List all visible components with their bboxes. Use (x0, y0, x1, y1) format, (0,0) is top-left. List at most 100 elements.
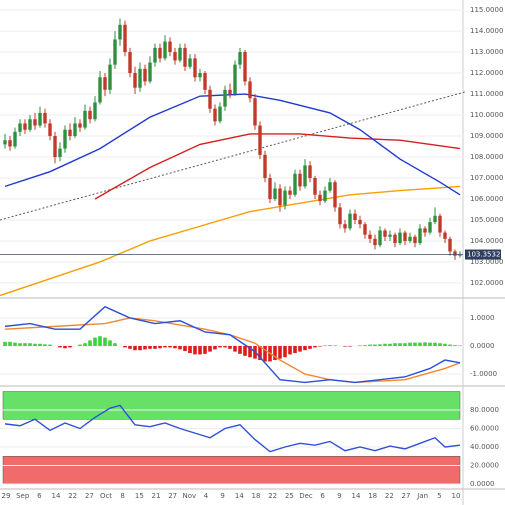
histogram-bar (443, 343, 447, 347)
histogram-bar (183, 346, 187, 352)
x-tick-label: 22 (68, 492, 77, 500)
histogram-bar (413, 342, 417, 347)
candle-body (383, 230, 387, 237)
moving-average (0, 91, 466, 221)
candle-body (163, 41, 167, 59)
candle-body (33, 119, 37, 126)
y-tick-label: 104.0000 (470, 237, 503, 245)
moving-average (4, 93, 461, 196)
x-tick-label: 27 (85, 492, 94, 500)
last-price-box (465, 249, 501, 260)
candle-body (318, 194, 322, 202)
x-tick-label: 21 (152, 492, 161, 500)
candle-body (23, 123, 27, 130)
candle-body (83, 110, 87, 128)
candle-body (388, 234, 392, 237)
histogram-bar (243, 346, 247, 356)
x-tick-label: 10 (452, 492, 461, 500)
histogram-bar (148, 346, 152, 349)
candle-body (233, 64, 237, 95)
histogram-bar (158, 346, 162, 349)
y-tick-label: 107.0000 (470, 174, 503, 182)
histogram-bar (98, 336, 102, 347)
histogram-bar (433, 342, 437, 347)
candle-body (68, 129, 72, 137)
candle-body (323, 190, 327, 202)
histogram-bar (168, 346, 172, 348)
candle-body (293, 173, 297, 195)
candle-body (433, 215, 437, 223)
candle-body (303, 165, 307, 187)
candle-body (338, 207, 342, 225)
x-tick-label: Sep (16, 492, 30, 500)
histogram-bar (283, 346, 287, 358)
candle-body (288, 190, 292, 195)
moving-average (0, 185, 461, 297)
x-tick-label: 14 (235, 492, 244, 500)
candle-body (438, 215, 442, 233)
y-tick-label: 1.0000 (470, 314, 495, 322)
histogram-bar (303, 346, 307, 351)
histogram-bar (128, 346, 132, 349)
y-tick-label: 105.0000 (470, 216, 503, 224)
candle-body (398, 232, 402, 244)
histogram-bar (38, 343, 42, 347)
histogram-bar (418, 342, 422, 347)
y-tick-label: 112.0000 (470, 69, 503, 77)
x-tick-label: 15 (135, 492, 144, 500)
histogram-bar (438, 343, 442, 347)
candle-body (418, 228, 422, 244)
histogram-bar (378, 344, 382, 347)
candle-body (413, 236, 417, 244)
candle-body (298, 173, 302, 187)
candle-body (263, 154, 267, 178)
histogram-bar (238, 346, 242, 354)
x-tick-label: 27 (402, 492, 411, 500)
histogram-bar (48, 344, 52, 347)
histogram-bar (178, 346, 182, 350)
x-tick-label: 14 (52, 492, 61, 500)
rsi-line (4, 404, 461, 453)
histogram-bar (68, 346, 72, 348)
candle-body (178, 47, 182, 61)
y-tick-label: 20.0000 (470, 461, 499, 469)
histogram-bar (343, 346, 347, 347)
histogram-bar (383, 343, 387, 347)
candle-body (133, 73, 137, 88)
candle-body (358, 219, 362, 225)
candle-body (38, 112, 42, 126)
y-tick-label: 40.0000 (470, 443, 499, 451)
candle-body (93, 102, 97, 120)
y-tick-label: 0.0000 (470, 480, 495, 488)
candle-body (273, 188, 277, 199)
x-tick-label: 6 (37, 492, 42, 500)
histogram-bar (388, 343, 392, 347)
candle-body (333, 182, 337, 208)
y-tick-label: 60.0000 (470, 425, 499, 433)
candle-body (48, 123, 52, 137)
candle-body (353, 213, 357, 220)
candle-body (403, 232, 407, 241)
x-tick-label: 22 (385, 492, 394, 500)
candle-body (13, 131, 17, 147)
histogram-bar (323, 345, 327, 347)
candle-body (278, 188, 282, 206)
histogram-bar (228, 346, 232, 349)
candle-body (193, 58, 197, 78)
candle-body (443, 232, 447, 239)
y-tick-label: 106.0000 (470, 195, 503, 203)
histogram-bar (363, 345, 367, 347)
x-tick-label: 4 (204, 492, 209, 500)
candle-body (198, 73, 202, 78)
histogram-bar (3, 341, 7, 347)
x-tick-label: Oct (100, 492, 112, 500)
candle-body (428, 222, 432, 233)
histogram-bar (298, 346, 302, 352)
candle-body (143, 68, 147, 82)
histogram-bar (403, 343, 407, 347)
histogram-bar (93, 337, 97, 347)
x-tick-label: 6 (320, 492, 325, 500)
histogram-bar (428, 342, 432, 347)
moving-average (94, 133, 461, 200)
histogram-bar (248, 346, 252, 358)
